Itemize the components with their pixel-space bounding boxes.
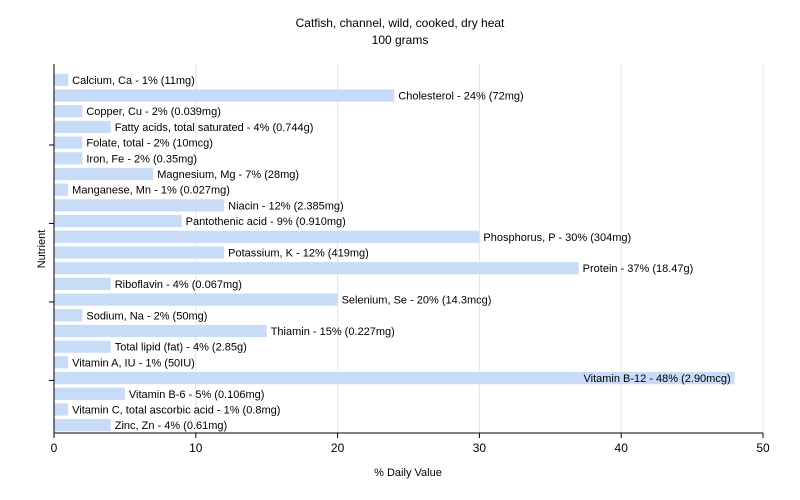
- bar-label: Niacin - 12% (2.385mg): [228, 200, 344, 212]
- bar-label: Protein - 37% (18.47g): [583, 263, 694, 275]
- bar-label: Selenium, Se - 20% (14.3mcg): [342, 295, 492, 307]
- bars-group: Calcium, Ca - 1% (11mg) Cholesterol - 24%…: [54, 73, 735, 432]
- bar-label: Potassium, K - 12% (419mg): [228, 248, 369, 260]
- bar: [54, 371, 735, 385]
- bar: [54, 105, 83, 118]
- bar: [54, 262, 579, 275]
- y-axis-label: Nutrient: [36, 230, 48, 269]
- x-axis-label: % Daily Value: [374, 467, 442, 479]
- bar-label: Iron, Fe - 2% (0.35mg): [86, 153, 197, 165]
- bar-label: Total lipid (fat) - 4% (2.85g): [115, 342, 247, 354]
- bar-label: Cholesterol - 24% (72mg): [398, 91, 523, 103]
- bar: [54, 403, 69, 416]
- x-tick-label: 30: [473, 441, 487, 455]
- chart-subtitle: 100 grams: [372, 33, 429, 47]
- bar: [54, 199, 225, 212]
- bar-label: Vitamin A, IU - 1% (50IU): [72, 357, 195, 369]
- bar: [54, 387, 125, 400]
- bar: [54, 120, 111, 134]
- bar: [54, 340, 111, 353]
- bar-label: Fatty acids, total saturated - 4% (0.744…: [115, 122, 314, 134]
- bar: [54, 152, 83, 165]
- bar-label: Folate, total - 2% (10mcg): [86, 138, 213, 150]
- x-tick-label: 50: [756, 441, 770, 455]
- bar: [54, 214, 182, 228]
- bar: [54, 183, 69, 196]
- bar-label: Phosphorus, P - 30% (304mg): [483, 232, 631, 244]
- bar: [54, 73, 69, 86]
- bar-label: Magnesium, Mg - 7% (28mg): [157, 169, 299, 181]
- bar-label: Vitamin C, total ascorbic acid - 1% (0.8…: [72, 404, 280, 416]
- bar: [54, 356, 69, 369]
- bar-label: Vitamin B-12 - 48% (2.90mcg): [583, 373, 730, 385]
- x-tick-label: 40: [615, 441, 629, 455]
- bar: [54, 324, 267, 338]
- x-tick-label: 0: [51, 441, 58, 455]
- bar: [54, 167, 154, 181]
- bar: [54, 246, 225, 259]
- x-tick-label: 20: [331, 441, 345, 455]
- bar: [54, 419, 111, 432]
- chart-title: Catfish, channel, wild, cooked, dry heat: [296, 16, 505, 30]
- x-tick-label: 10: [189, 441, 203, 455]
- bar-label: Calcium, Ca - 1% (11mg): [72, 75, 195, 87]
- bar: [54, 293, 338, 306]
- bar-label: Zinc, Zn - 4% (0.61mg): [115, 420, 227, 432]
- bar-label: Vitamin B-6 - 5% (0.106mg): [129, 389, 265, 401]
- bar-label: Manganese, Mn - 1% (0.027mg): [72, 185, 230, 197]
- bar: [54, 230, 480, 243]
- bar: [54, 89, 395, 102]
- axes-group: 0 10 20 30 40 50: [49, 64, 770, 455]
- bar: [54, 277, 111, 291]
- bar-label: Sodium, Na - 2% (50mg): [86, 310, 207, 322]
- bar-label: Riboflavin - 4% (0.067mg): [115, 279, 242, 291]
- bar-label: Thiamin - 15% (0.227mg): [271, 326, 395, 338]
- bar: [54, 309, 83, 322]
- bar-label: Pantothenic acid - 9% (0.910mg): [186, 216, 346, 228]
- bar: [54, 136, 83, 149]
- bar-label: Copper, Cu - 2% (0.039mg): [86, 106, 221, 118]
